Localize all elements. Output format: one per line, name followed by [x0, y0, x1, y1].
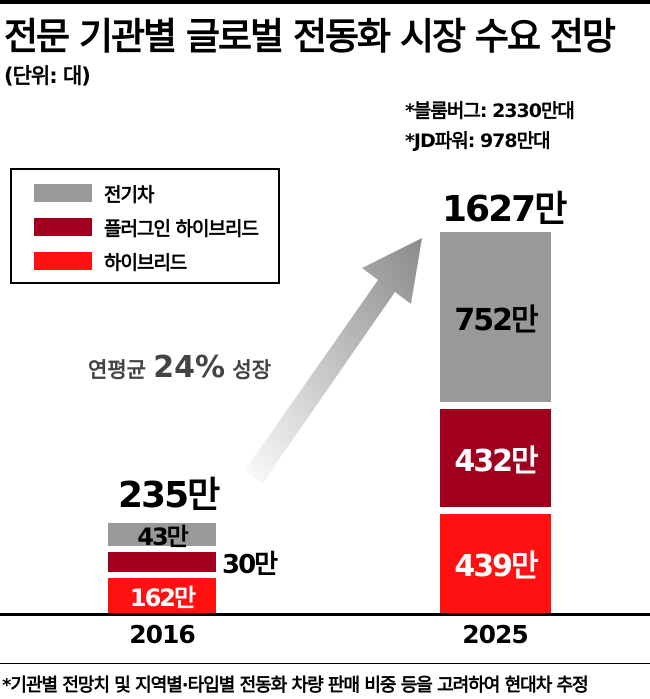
note-jdpower: *JD파워: 978만대 [405, 130, 551, 152]
legend-label: 하이브리드 [104, 251, 187, 274]
arrow-icon [235, 238, 422, 484]
data-label: 439만 [454, 549, 538, 585]
data-label: 752만 [454, 303, 538, 339]
bar-segment-hev-2025: 439만 [440, 513, 551, 613]
data-label: 162만 [129, 584, 196, 612]
data-label: 432만 [454, 443, 538, 479]
legend-swatch [34, 218, 92, 236]
total-label-2025: 1627만 [442, 189, 567, 230]
footer-rule [0, 663, 650, 664]
x-tick-2016: 2016 [129, 620, 196, 649]
bar-segment-phev-2016: 30만 [108, 550, 278, 580]
legend-swatch [34, 252, 92, 270]
bar-segment-ev-2016: 43만 [108, 523, 216, 551]
footnote: *기관별 전망치 및 지역별·타입별 전동화 차량 판매 비중 등을 고려하여 … [2, 675, 589, 696]
growth-label: 연평균 24% 성장 [88, 350, 271, 385]
x-axis-line [0, 613, 650, 616]
bar-segment-hev-2016: 162만 [108, 578, 216, 613]
x-tick-2025: 2025 [462, 620, 529, 649]
growth-value: 24% [153, 350, 226, 385]
chart-title: 전문 기관별 글로벌 전동화 시장 수요 전망 [4, 15, 616, 58]
legend-swatch [34, 184, 92, 202]
data-label: 43만 [137, 523, 189, 551]
total-label-2016: 235만 [118, 475, 220, 516]
legend: 전기차 플러그인 하이브리드 하이브리드 [10, 168, 280, 284]
legend-label: 플러그인 하이브리드 [104, 217, 259, 240]
growth-prefix: 연평균 [88, 358, 146, 382]
unit-label: (단위: 대) [4, 64, 91, 88]
data-label: 30만 [222, 549, 278, 580]
legend-label: 전기차 [104, 183, 154, 206]
bar-segment-ev-2025: 752만 [440, 232, 551, 403]
legend-item-hev: 하이브리드 [34, 250, 187, 274]
note-bloomberg: *블룸버그: 2330만대 [405, 100, 575, 122]
legend-item-ev: 전기차 [34, 182, 154, 206]
bar-segment-phev-2025: 432만 [440, 409, 551, 507]
growth-suffix: 성장 [232, 358, 272, 382]
legend-item-phev: 플러그인 하이브리드 [34, 216, 259, 240]
top-rule [0, 0, 650, 4]
